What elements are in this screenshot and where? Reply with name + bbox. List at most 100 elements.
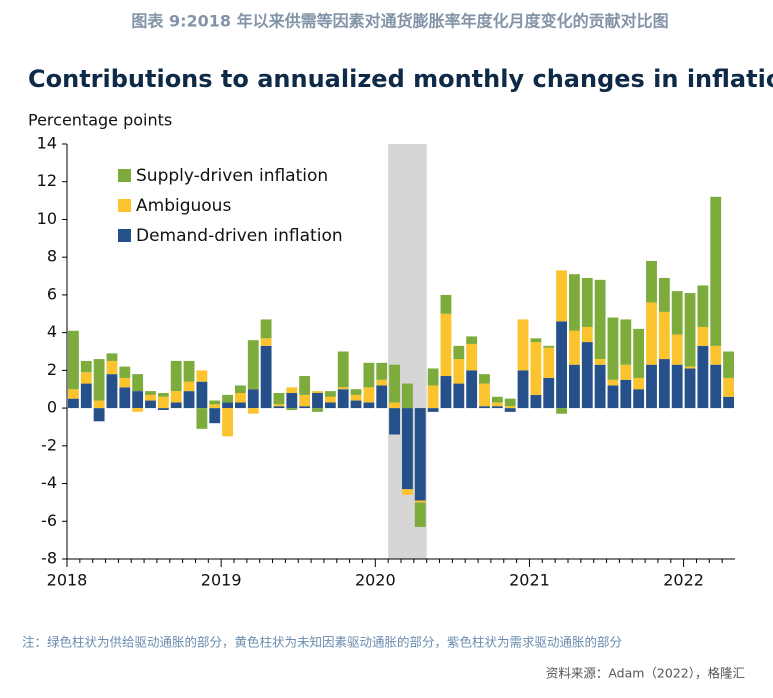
bar-segment: [427, 368, 439, 386]
y-tick-label: 2: [47, 360, 57, 379]
bar-segment: [569, 330, 580, 365]
bar-segment: [363, 402, 375, 409]
bar-segment: [530, 342, 542, 395]
bar-segment: [491, 396, 503, 403]
bar-segment: [479, 383, 490, 407]
chart-title: Contributions to annualized monthly chan…: [28, 65, 773, 93]
y-tick-label: 0: [47, 398, 57, 417]
bar-segment: [414, 500, 426, 503]
bar-segment: [68, 330, 79, 390]
bar-segment: [68, 398, 79, 409]
bar-segment: [106, 353, 118, 361]
legend-label: Demand-driven inflation: [136, 226, 343, 246]
x-tick-label: 2022: [663, 571, 704, 590]
bar-segment: [697, 345, 709, 409]
y-axis-label: Percentage points: [28, 111, 172, 130]
bar-segment: [710, 364, 722, 409]
bar-segment: [402, 383, 413, 409]
bar-segment: [466, 336, 478, 344]
bar-segment: [247, 408, 259, 414]
bar-segment: [273, 406, 285, 409]
bar-segment: [337, 387, 349, 390]
bar-segment: [376, 379, 388, 386]
bar-segment: [183, 381, 195, 392]
x-tick-label: 2018: [47, 571, 88, 590]
bar-segment: [93, 359, 105, 401]
bar-segment: [581, 277, 593, 327]
bar-segment: [556, 270, 567, 322]
bar-segment: [633, 328, 645, 378]
legend-label: Ambiguous: [136, 196, 231, 216]
bar-segment: [170, 360, 182, 392]
bar-segment: [222, 408, 233, 437]
bar-segment: [517, 319, 529, 371]
y-tick-label: -4: [41, 473, 57, 492]
y-tick-label: 6: [47, 284, 57, 303]
bar-segment: [273, 393, 285, 405]
bar-segment: [157, 393, 169, 397]
bar-segment: [389, 364, 400, 403]
bar-segment: [157, 396, 169, 409]
bar-segment: [80, 383, 92, 409]
bar-segment: [222, 394, 233, 403]
bar-segment: [260, 345, 272, 409]
bar-segment: [504, 408, 516, 412]
bar-segment: [93, 400, 105, 409]
bar-segment: [402, 489, 413, 495]
bar-segment: [145, 394, 156, 401]
bar-segment: [106, 360, 118, 375]
bar-segment: [581, 342, 593, 409]
bar-segment: [723, 377, 734, 397]
bar-segment: [620, 379, 632, 409]
bar-segment: [530, 394, 542, 409]
bar-segment: [646, 364, 657, 409]
bar-segment: [196, 370, 208, 382]
bar-segment: [427, 408, 439, 412]
bar-segment: [658, 277, 670, 312]
bar-segment: [671, 334, 683, 365]
bar-segment: [620, 319, 632, 365]
bar-segment: [286, 408, 298, 410]
bar-segment: [260, 319, 272, 339]
bar-segment: [440, 376, 452, 409]
bar-segment: [299, 406, 311, 409]
bar-segment: [247, 340, 259, 390]
bar-segment: [594, 359, 606, 365]
x-tick-label: 2020: [355, 571, 396, 590]
bar-segment: [466, 370, 478, 409]
bar-segment: [286, 387, 298, 393]
bar-segment: [504, 398, 516, 407]
bar-segment: [453, 383, 465, 409]
bar-segment: [491, 406, 503, 409]
bar-segment: [684, 293, 696, 367]
bar-segment: [209, 408, 221, 424]
bar-segment: [222, 402, 233, 409]
bar-segment: [337, 389, 349, 409]
y-tick-label: 8: [47, 247, 57, 266]
bar-segment: [324, 402, 336, 409]
bar-segment: [517, 370, 529, 409]
note: 注：绿色柱状为供给驱动通胀的部分，黄色柱状为未知因素驱动通胀的部分，紫色柱状为需…: [22, 635, 622, 650]
bar-segment: [376, 362, 388, 380]
bar-segment: [145, 400, 156, 409]
y-tick-label: -6: [41, 511, 57, 530]
bar-segment: [170, 391, 182, 403]
y-tick-label: 4: [47, 322, 57, 341]
bar-segment: [183, 391, 195, 409]
bar-segment: [607, 317, 619, 380]
bar-segment: [209, 400, 221, 405]
x-tick-label: 2019: [201, 571, 242, 590]
bar-segment: [80, 360, 92, 373]
bar-segment: [671, 364, 683, 409]
bar-segment: [581, 326, 593, 343]
bar-segment: [440, 294, 452, 314]
bar-segment: [414, 408, 426, 501]
bar-segment: [658, 359, 670, 409]
bar-segment: [106, 374, 118, 409]
y-tick-label: -2: [41, 435, 57, 454]
bar-segment: [466, 343, 478, 371]
bar-segment: [157, 408, 169, 410]
bar-segment: [119, 366, 131, 378]
bar-segment: [453, 345, 465, 360]
legend-swatch: [118, 229, 131, 242]
